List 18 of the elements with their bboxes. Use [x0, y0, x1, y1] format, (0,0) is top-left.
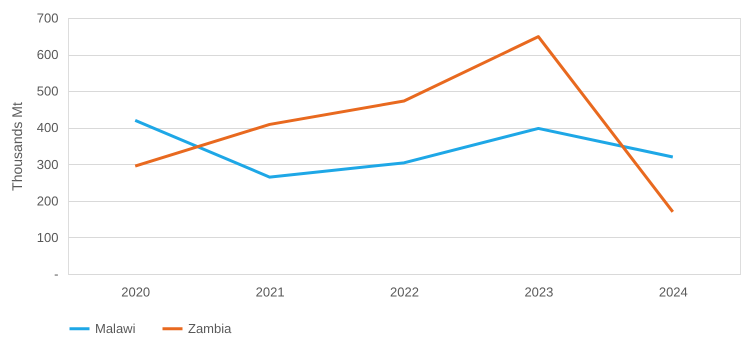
y-tick-label: 500 [36, 84, 58, 99]
y-tick-label: 100 [36, 230, 58, 245]
x-tick-label: 2022 [390, 284, 419, 300]
x-tick-label: 2021 [256, 284, 285, 300]
y-tick-label: 600 [36, 47, 58, 62]
y-tick-label: 700 [36, 10, 58, 26]
y-tick-label: 400 [36, 120, 58, 136]
line-series [134, 35, 674, 214]
y-tick-label: - [54, 266, 58, 282]
y-tick-label: 200 [36, 193, 58, 208]
legend-label: Malawi [95, 320, 136, 336]
x-tick-label: 2023 [524, 284, 554, 300]
y-tick-label: 300 [36, 156, 58, 172]
x-tick-label: 2020 [121, 284, 150, 300]
legend-label: Zambia [188, 320, 232, 336]
line-series [134, 118, 674, 179]
x-tick-label: 2024 [658, 284, 688, 300]
y-axis-title: Thousands Mt [8, 102, 25, 191]
